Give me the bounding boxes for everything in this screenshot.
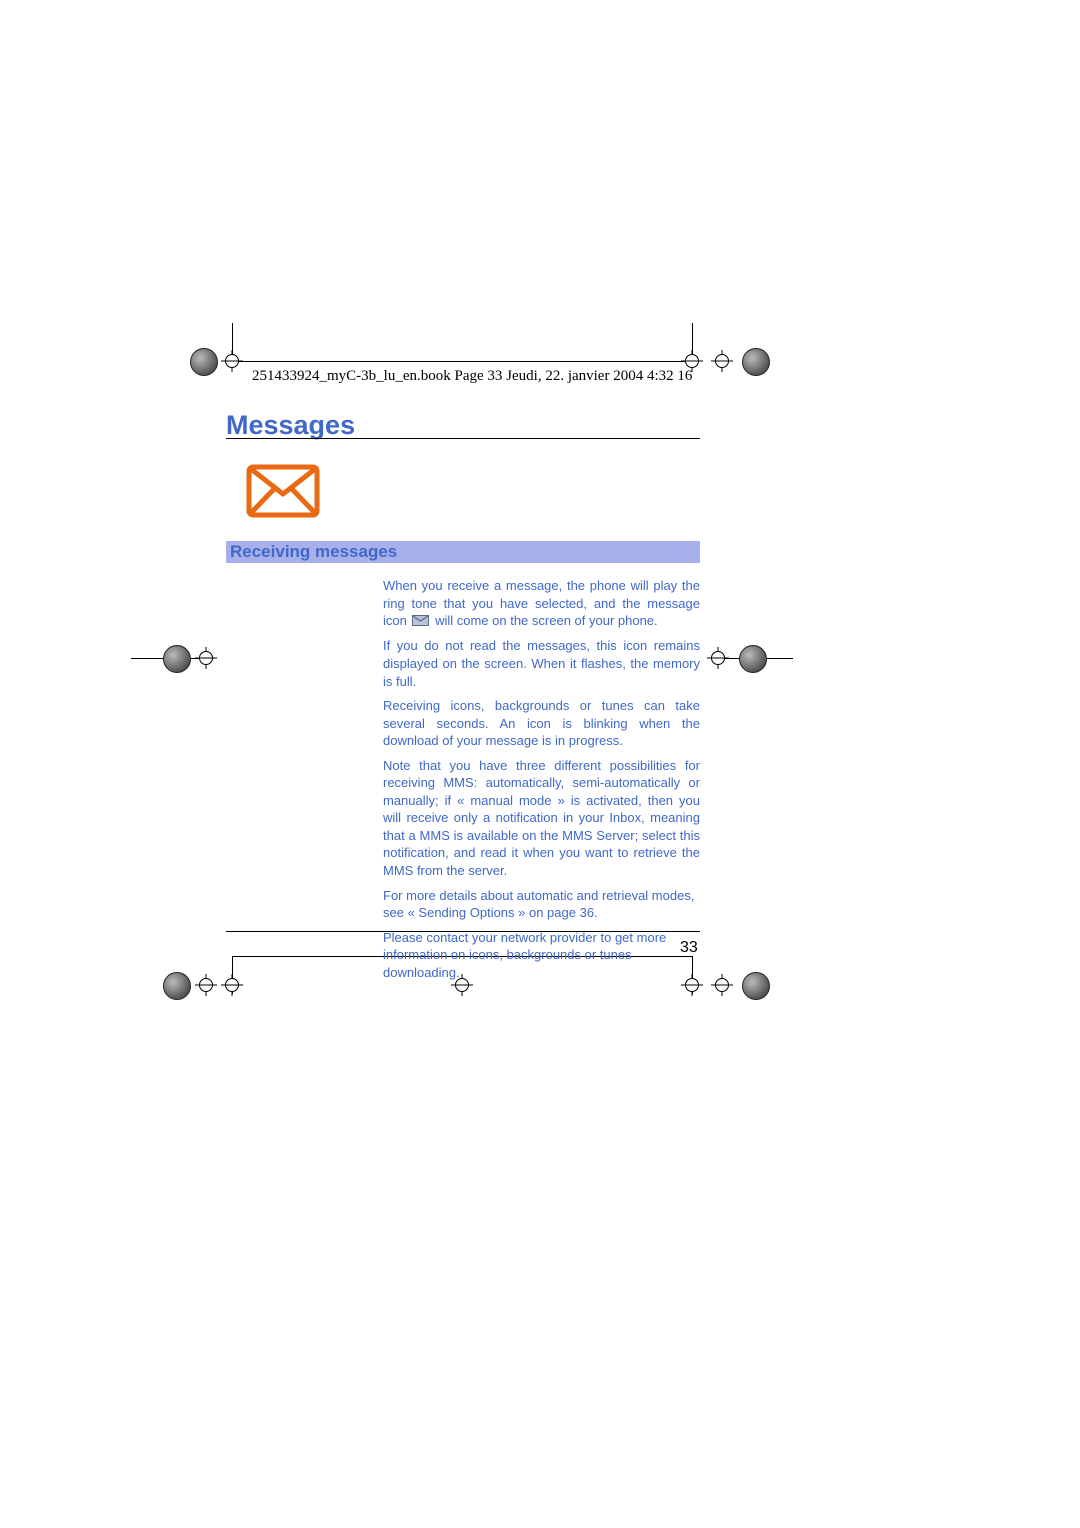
footer-rule [226,931,700,932]
top-hrule [232,361,692,362]
regmark-mid-left [195,647,217,669]
body-text: When you receive a message, the phone wi… [383,577,700,988]
sphere-mid-right [739,645,767,673]
para-6: Please contact your network provider to … [383,929,700,982]
page-number: 33 [680,939,698,957]
regmark-mid-right [707,647,729,669]
regmark-bottom-left-2 [221,974,243,996]
regmark-bottom-left-1 [195,974,217,996]
page-title: Messages [226,410,355,441]
message-icon [412,613,429,631]
regmark-top-left [221,350,243,372]
para-3: Receiving icons, backgrounds or tunes ca… [383,697,700,750]
para-1b: will come on the screen of your phone. [431,613,657,628]
page-root: 251433924_myC-3b_lu_en.book Page 33 Jeud… [0,0,1080,1528]
para-2: If you do not read the messages, this ic… [383,637,700,690]
para-4: Note that you have three different possi… [383,757,700,880]
envelope-icon [246,464,320,523]
regmark-bottom-right-2 [711,974,733,996]
para-5: For more details about automatic and ret… [383,887,700,922]
sphere-top-left [190,348,218,376]
header-line: 251433924_myC-3b_lu_en.book Page 33 Jeud… [252,368,692,385]
sphere-bottom-left [163,972,191,1000]
sphere-top-right [742,348,770,376]
regmark-top-right-2 [711,350,733,372]
para-1: When you receive a message, the phone wi… [383,577,700,630]
title-underline [226,438,700,439]
section-heading: Receiving messages [226,541,700,563]
sphere-bottom-right [742,972,770,1000]
sphere-mid-left [163,645,191,673]
